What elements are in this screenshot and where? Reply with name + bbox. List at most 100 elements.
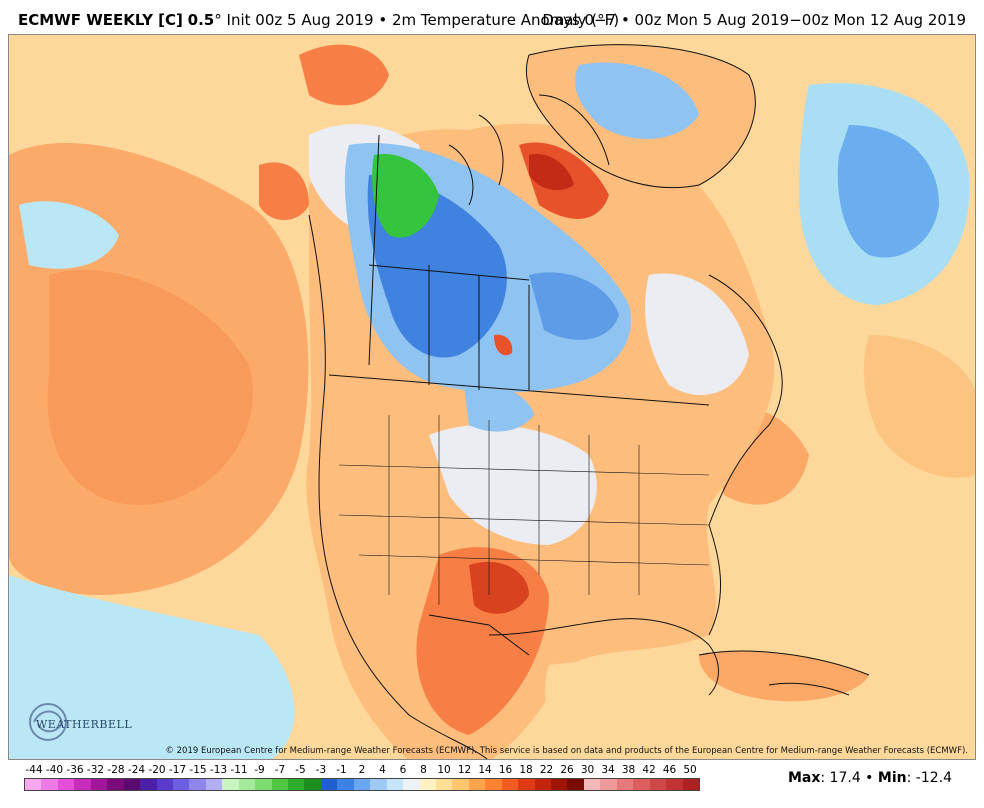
hudson-bay-cold: [529, 272, 619, 340]
map-header: ECMWF WEEKLY [C] 0.5° Init 00z 5 Aug 201…: [0, 0, 984, 34]
east-coastline: [708, 274, 783, 636]
colorbar-tick-label: -40: [45, 764, 64, 776]
colorbar-swatch: [600, 779, 617, 790]
colorbar-swatch: [518, 779, 535, 790]
colorbar-tick-label: -44: [25, 764, 43, 776]
colorbar-swatch: [337, 779, 354, 790]
colorbar-tick-label: 42: [642, 764, 656, 776]
colorbar-swatch: [172, 779, 190, 790]
colorbar-tick-label: -11: [230, 764, 248, 776]
colorbar-tick-label: 34: [601, 764, 615, 776]
colorbar-tick-label: -1: [336, 764, 347, 776]
canada-territory-line: [368, 264, 530, 281]
very-cold-area: [372, 154, 439, 238]
copyright-notice: © 2019 European Centre for Medium-range …: [165, 746, 968, 756]
gulf-warm-area: [545, 662, 718, 759]
boundaries: [308, 44, 870, 759]
gulf-coastline: [488, 618, 719, 696]
init-time: Init 00z 5 Aug 2019: [226, 11, 374, 29]
colorbar-swatch: [682, 779, 699, 790]
arctic-warm-area: [299, 44, 389, 106]
colorbar-tick-label: -36: [66, 764, 84, 776]
colorbar-swatch: [41, 779, 58, 790]
colorbar-swatch: [649, 779, 667, 790]
degree-symbol: °: [214, 11, 222, 29]
colorbar-swatch: [107, 779, 124, 790]
colorbar: [24, 778, 700, 791]
colorbar-tick-label: 38: [621, 764, 636, 776]
colorbar-swatch: [238, 779, 256, 790]
colorbar-swatch: [633, 779, 650, 790]
colorbar-tick-label: -20: [148, 764, 166, 776]
colorbar-swatch: [25, 779, 42, 790]
colorbar-tick-label: -13: [209, 764, 228, 776]
colorbar-swatch: [534, 779, 551, 790]
canada-province-line-1: [368, 134, 380, 366]
greenland-cool-area: [575, 62, 699, 139]
colorbar-tick-label: 14: [478, 764, 492, 776]
colorbar-tick-label: -3: [315, 764, 327, 776]
title-bullet: •: [378, 11, 388, 29]
manitoba-warm-spot: [494, 334, 513, 356]
atlantic-cool-core: [837, 125, 939, 258]
colorbar-swatch: [205, 779, 223, 790]
colorbar-tick-label: -5: [295, 764, 306, 776]
colorbar-tick-label: 16: [498, 764, 513, 776]
us-canada-border: [328, 374, 710, 406]
colorbar-tick-label: 30: [580, 764, 595, 776]
colorbar-swatch: [468, 779, 486, 790]
colorbar-tick-label: 4: [379, 764, 386, 776]
field-name: 2m Temperature Anomaly (°F): [391, 11, 620, 29]
colorbar-swatch: [501, 779, 519, 790]
colorbar-tick-label: 50: [683, 764, 697, 776]
colorbar-tick-label: 8: [420, 764, 427, 776]
map-canvas: [9, 35, 975, 759]
min-label: Min: [877, 770, 907, 786]
colorbar-tick-label: -24: [127, 764, 146, 776]
colorbar-swatch: [123, 779, 141, 790]
baffin-hot-core: [529, 154, 574, 191]
stats-separator: •: [860, 770, 878, 786]
colorbar-swatch: [419, 779, 436, 790]
colorbar-swatch: [666, 779, 683, 790]
colorbar-swatch: [222, 779, 239, 790]
colorbar-swatch: [90, 779, 108, 790]
caribbean-coastline: [698, 650, 870, 696]
colorbar-swatch: [353, 779, 371, 790]
texas-hot-core: [469, 561, 529, 614]
colorbar-tick-label: -32: [86, 764, 105, 776]
pacific-cool-patch: [19, 201, 119, 269]
anomaly-map: [8, 34, 976, 760]
us-state-lines: [338, 415, 710, 605]
quebec-neutral-area: [645, 273, 749, 395]
atlantic-warm-area: [863, 335, 975, 478]
colorbar-swatch: [370, 779, 387, 790]
caribbean-islands-area: [699, 651, 869, 702]
weatherbell-logo: [22, 700, 112, 744]
max-label: Max: [787, 770, 821, 786]
valid-period: Days 0−7 • 00z Mon 5 Aug 2019−00z Mon 12…: [542, 11, 966, 29]
alaska-warm-area: [259, 162, 309, 220]
colorbar-tick-label: -9: [254, 764, 265, 776]
colorbar-swatch: [320, 779, 338, 790]
colorbar-tick-label: -15: [189, 764, 207, 776]
colorbar-swatch: [255, 779, 272, 790]
colorbar-swatch: [583, 779, 601, 790]
colorbar-swatch: [140, 779, 157, 790]
colorbar-swatch: [57, 779, 75, 790]
colorbar-swatch: [189, 779, 206, 790]
greenland-coastline: [525, 44, 756, 189]
weatherbell-logo-text: WEATHERBELL: [36, 718, 133, 731]
colorbar-swatch: [74, 779, 91, 790]
colorbar-tick-label: -7: [274, 764, 286, 776]
max-min-stats: Max: 17.4 • Min: -12.4: [788, 770, 952, 786]
colorbar-tick-label: 2: [358, 764, 366, 776]
colorbar-tick-label: 46: [662, 764, 677, 776]
max-value: : 17.4: [820, 770, 861, 786]
us-mexico-border: [428, 614, 530, 656]
map-title: ECMWF WEEKLY [C] 0.5° Init 00z 5 Aug 201…: [18, 11, 619, 29]
colorbar-swatch: [551, 779, 568, 790]
colorbar-labels: -44 -40 -36 -32 -28 -24 -20 -17 -15 -13 -11 -9 -7 -5-…: [24, 764, 700, 776]
colorbar-swatch: [435, 779, 453, 790]
colorbar-swatch: [386, 779, 404, 790]
